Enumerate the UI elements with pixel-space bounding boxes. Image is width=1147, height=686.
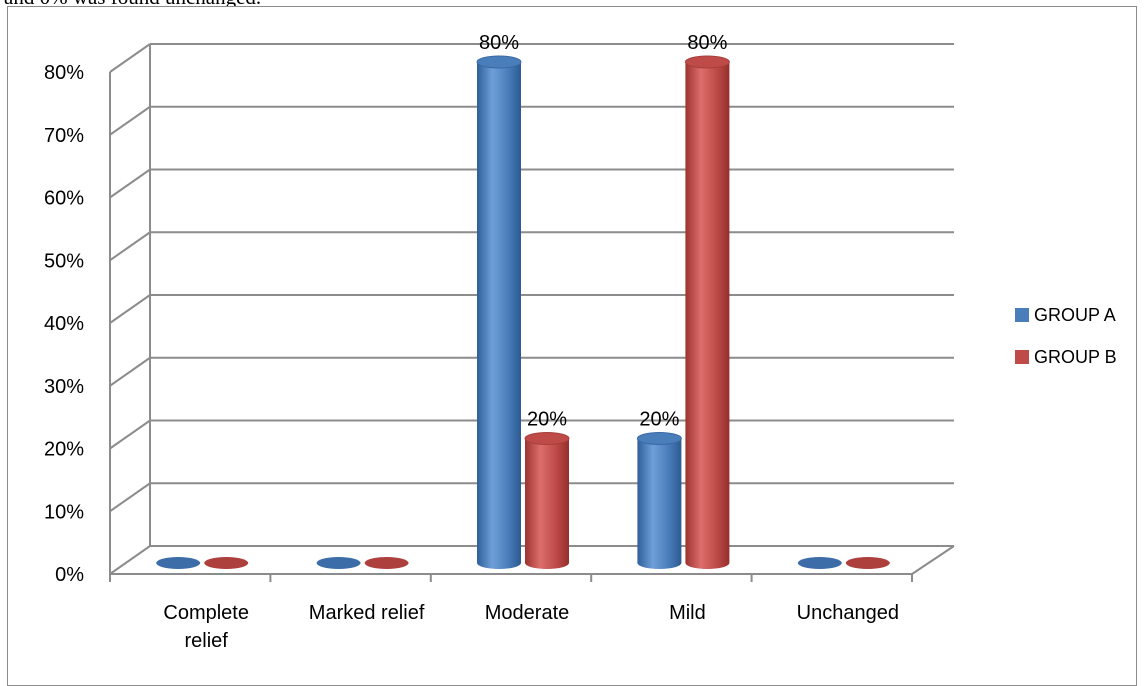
bar-body: [637, 438, 682, 569]
bar-group-a-0: [156, 557, 201, 569]
legend-swatch: [1015, 350, 1029, 364]
bars: [156, 55, 890, 569]
bar-group-a-1: [316, 557, 361, 569]
bar-top: [524, 432, 570, 445]
bar-group-b-1: [364, 557, 409, 569]
data-label: 80%: [687, 32, 727, 54]
legend-label: GROUP A: [1034, 305, 1116, 325]
bar-top: [476, 55, 522, 69]
bar-group-a-4: [797, 557, 842, 569]
data-label: 20%: [527, 409, 567, 431]
bar-group-b-4: [845, 557, 890, 569]
bar-zero: [364, 557, 409, 569]
bar-group-b-0: [204, 557, 249, 569]
floor-right-edge: [911, 545, 955, 575]
bar-group-b-2: [524, 432, 570, 569]
y-tick-label: 20%: [44, 439, 84, 461]
y-tick-label: 50%: [44, 250, 84, 272]
gridline-side: [109, 482, 151, 513]
y-tick-label: 0%: [55, 564, 84, 586]
bar-zero: [845, 557, 890, 569]
axes: 0% 10% 20% 30% 40% 50% 60% 70% 80%: [44, 44, 955, 586]
bar-group-a-2: [476, 55, 522, 569]
gridline-side: [109, 294, 151, 324]
chart-frame: [7, 6, 1137, 686]
gridline-side: [109, 419, 151, 450]
x-category-label: relief: [185, 630, 229, 652]
bar-zero: [204, 557, 249, 569]
bar-zero: [316, 557, 361, 569]
x-category-label: Moderate: [485, 602, 570, 624]
y-tick-label: 70%: [44, 125, 84, 147]
labels: 80% 20% 20% 80% Complete relief Marked relief M…: [163, 32, 899, 652]
gridline-side: [109, 545, 151, 575]
legend: GROUP A GROUP B: [1015, 305, 1117, 367]
bar-body: [477, 62, 521, 569]
x-category-label: Mild: [669, 602, 706, 624]
bar-zero: [156, 557, 201, 569]
bar-group-b-3: [684, 55, 730, 569]
gridline-side: [109, 356, 151, 387]
gridline-side: [109, 105, 151, 136]
bar-body: [525, 438, 569, 569]
bar-top: [684, 55, 730, 69]
y-tick-label: 30%: [44, 376, 84, 398]
y-tick-label: 60%: [44, 188, 84, 210]
legend-label: GROUP B: [1034, 347, 1117, 367]
clipped-body-text: and 0% was found unchanged.: [4, 0, 261, 10]
gridline-side: [109, 168, 151, 199]
data-label: 20%: [639, 409, 679, 431]
y-tick-label: 10%: [44, 501, 84, 523]
x-category-label: Unchanged: [797, 602, 899, 624]
gridline-side: [109, 43, 151, 73]
bar-group-a-3: [636, 432, 682, 569]
data-label: 80%: [479, 32, 519, 54]
y-tick-label: 40%: [44, 313, 84, 335]
gridline-side: [109, 231, 151, 262]
legend-swatch: [1015, 308, 1029, 322]
x-category-label: Complete: [163, 602, 249, 624]
x-category-label: Marked relief: [309, 602, 425, 624]
y-tick-label: 80%: [44, 62, 84, 84]
bar-body: [685, 62, 730, 569]
bar-top: [636, 432, 682, 445]
bar-zero: [797, 557, 842, 569]
